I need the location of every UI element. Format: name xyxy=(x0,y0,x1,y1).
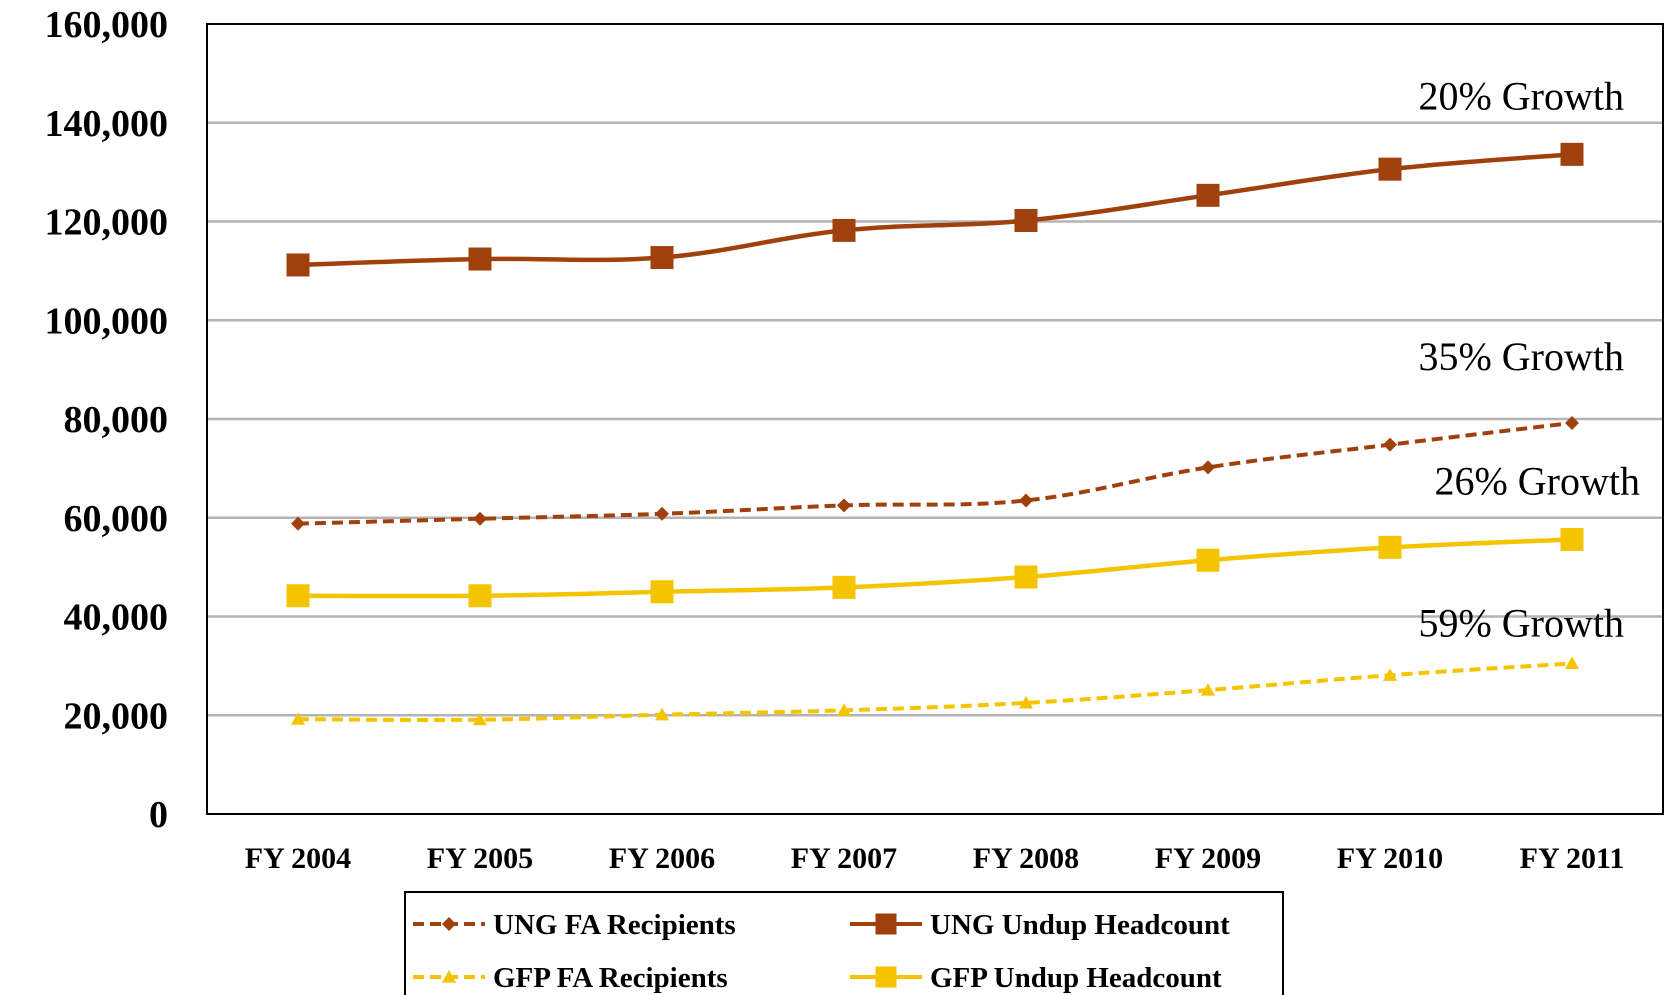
data-point xyxy=(650,580,674,604)
data-point xyxy=(1378,535,1402,559)
legend-label: UNG Undup Headcount xyxy=(930,909,1230,941)
data-point xyxy=(1014,209,1038,233)
plot-area-frame xyxy=(206,23,1664,815)
data-point xyxy=(1383,437,1397,452)
y-axis-tick-labels: 0 20,000 40,000 60,000 80,000 100,000 120,000 1… xyxy=(45,4,169,836)
data-point xyxy=(1019,493,1033,508)
growth-annotation: 20% Growth xyxy=(1418,73,1624,118)
gridlines xyxy=(207,121,1663,717)
series-lines xyxy=(286,142,1584,726)
x-tick-label: FY 2010 xyxy=(1337,842,1443,875)
data-point xyxy=(468,584,492,608)
y-tick-label: 100,000 xyxy=(45,300,169,342)
series-ung-undup-headcount xyxy=(286,142,1584,277)
data-point xyxy=(291,712,305,725)
legend-marker xyxy=(442,970,456,983)
x-axis-tick-labels: FY 2004 FY 2005 FY 2006 FY 2007 FY 2008 FY 20… xyxy=(245,842,1625,875)
data-point xyxy=(286,584,310,608)
x-tick-label: FY 2005 xyxy=(427,842,533,875)
legend-label: GFP Undup Headcount xyxy=(930,962,1222,994)
data-point xyxy=(650,246,674,270)
legend-item: GFP Undup Headcount xyxy=(850,962,1222,994)
data-point xyxy=(1560,527,1584,551)
series-ung-fa-recipients xyxy=(291,415,1579,531)
x-tick-label: FY 2008 xyxy=(973,842,1079,875)
legend-item: UNG FA Recipients xyxy=(413,909,736,941)
legend-item: GFP FA Recipients xyxy=(413,962,728,994)
series-line xyxy=(297,537,1573,599)
data-point xyxy=(1560,142,1584,166)
legend-marker xyxy=(875,913,897,935)
y-tick-label: 40,000 xyxy=(64,597,169,639)
legend-label: UNG FA Recipients xyxy=(493,909,736,941)
data-point xyxy=(468,247,492,271)
legend-marker xyxy=(875,966,897,988)
data-point xyxy=(837,498,851,513)
series-line xyxy=(297,420,1573,526)
legend-label: GFP FA Recipients xyxy=(493,962,728,994)
data-point xyxy=(473,712,487,726)
data-point xyxy=(832,575,856,599)
data-point xyxy=(1201,683,1215,696)
data-point xyxy=(1014,565,1038,589)
legend-frame xyxy=(404,891,1284,995)
y-tick-label: 60,000 xyxy=(64,498,169,540)
series-line xyxy=(297,661,1573,722)
data-point xyxy=(1196,183,1220,207)
x-tick-label: FY 2006 xyxy=(609,842,715,875)
legend-marker xyxy=(442,917,456,931)
data-point xyxy=(1196,548,1220,572)
x-tick-label: FY 2004 xyxy=(245,842,351,875)
legend-item: UNG Undup Headcount xyxy=(850,909,1230,941)
data-point xyxy=(832,218,856,242)
growth-annotations: 20% Growth 35% Growth 26% Growth 59% Growth xyxy=(1418,73,1640,645)
data-point xyxy=(655,506,669,521)
data-point xyxy=(1201,460,1215,475)
data-point xyxy=(1378,157,1402,181)
legend: UNG FA Recipients UNG Undup Headcount GFP … xyxy=(404,891,1284,995)
y-tick-label: 0 xyxy=(149,794,168,836)
data-point xyxy=(1019,695,1033,709)
y-tick-label: 80,000 xyxy=(64,399,169,441)
data-point xyxy=(1565,656,1579,670)
data-point xyxy=(1565,415,1579,430)
growth-annotation: 35% Growth xyxy=(1418,334,1624,379)
x-tick-label: FY 2009 xyxy=(1155,842,1261,875)
y-tick-label: 160,000 xyxy=(45,4,169,46)
data-point xyxy=(473,511,487,526)
x-tick-label: FY 2007 xyxy=(791,842,897,875)
data-point xyxy=(286,253,310,277)
growth-annotation: 59% Growth xyxy=(1418,600,1624,645)
growth-annotation: 26% Growth xyxy=(1434,458,1640,503)
y-tick-label: 140,000 xyxy=(45,103,169,145)
data-point xyxy=(291,516,305,531)
y-tick-label: 20,000 xyxy=(64,695,169,737)
data-point xyxy=(837,703,851,716)
x-tick-label: FY 2011 xyxy=(1520,842,1625,875)
series-gfp-fa-recipients xyxy=(291,656,1579,726)
data-point xyxy=(1383,668,1397,681)
series-gfp-undup-headcount xyxy=(286,527,1584,608)
y-tick-label: 120,000 xyxy=(45,202,169,244)
series-line xyxy=(297,152,1573,268)
data-point xyxy=(655,707,669,721)
